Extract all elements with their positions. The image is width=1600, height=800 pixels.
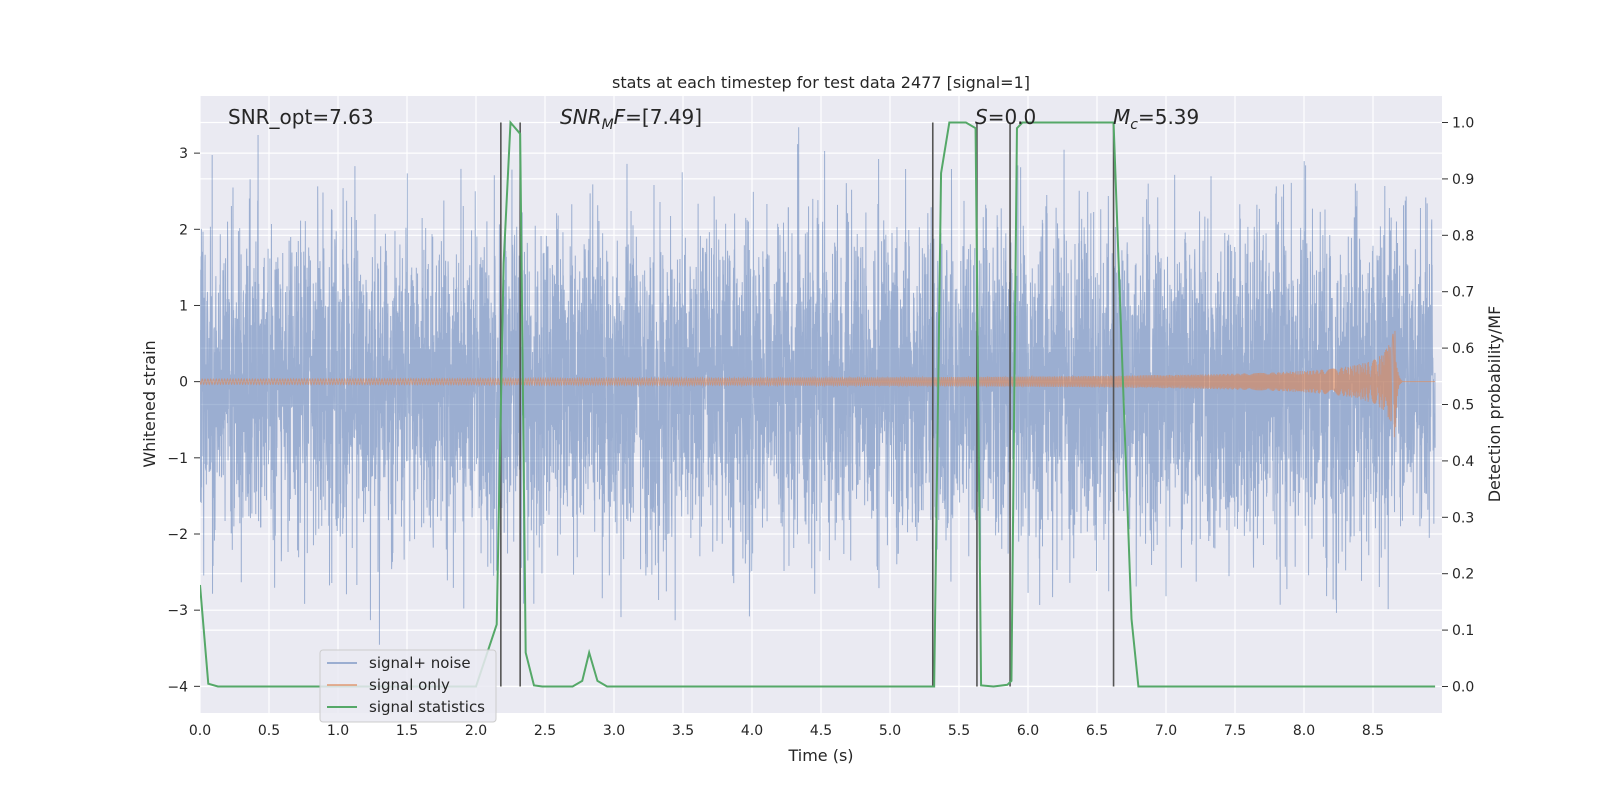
series-signal-only bbox=[200, 330, 1436, 438]
x-tick-label: 5.5 bbox=[948, 723, 970, 739]
series-signal-statistics bbox=[200, 119, 1436, 688]
annotation-snr-mf: SNRMF=[7.49] bbox=[560, 105, 702, 133]
y-axis-label-right: Detection probability/MF bbox=[1485, 306, 1504, 503]
signal-statistics-line bbox=[200, 119, 1436, 688]
y-ticks-right: 1.0 0.9 0.8 0.7 0.6 0.5 0.4 0.3 0.2 0.1 0.0 bbox=[1442, 116, 1474, 695]
chart-title: stats at each timestep for test data 247… bbox=[612, 73, 1030, 92]
legend-box bbox=[319, 649, 497, 723]
y-tick-label-right: 0.1 bbox=[1452, 623, 1474, 639]
annotation-s: S=0.0 bbox=[975, 105, 1036, 129]
annotation-mc: Mc=5.39 bbox=[1113, 105, 1199, 133]
x-tick-label: 1.0 bbox=[327, 723, 349, 739]
x-tick-label: 4.5 bbox=[810, 723, 832, 739]
y-tick-label-right: 0.5 bbox=[1452, 398, 1474, 414]
x-tick-label: 2.0 bbox=[465, 723, 487, 739]
x-tick-label: 6.5 bbox=[1086, 723, 1108, 739]
legend-label-signal-statistics: signal statistics bbox=[369, 698, 485, 716]
x-tick-label: 1.5 bbox=[396, 723, 418, 739]
legend-label-signal-noise: signal+ noise bbox=[369, 654, 471, 672]
annotation-snr-opt: SNR_opt=7.63 bbox=[228, 105, 374, 129]
y-tick-label-right: 0.0 bbox=[1452, 679, 1474, 695]
x-tick-label: 0.0 bbox=[189, 723, 211, 739]
legend: signal+ noise signal only signal statist… bbox=[319, 649, 497, 723]
y-tick-label-left: −2 bbox=[167, 527, 188, 543]
y-tick-label-right: 0.2 bbox=[1452, 567, 1474, 583]
x-tick-label: 0.5 bbox=[258, 723, 280, 739]
y-tick-label-left: 0 bbox=[179, 375, 188, 391]
x-tick-label: 3.0 bbox=[603, 723, 625, 739]
y-axis-label-left: Whitened strain bbox=[140, 340, 159, 467]
x-tick-label: 7.5 bbox=[1224, 723, 1246, 739]
signal-only-line bbox=[200, 330, 1436, 438]
x-tick-label: 5.0 bbox=[879, 723, 901, 739]
x-tick-label: 6.0 bbox=[1017, 723, 1039, 739]
y-tick-label-right: 0.6 bbox=[1452, 341, 1474, 357]
legend-label-signal-only: signal only bbox=[369, 676, 450, 694]
y-tick-label-right: 0.4 bbox=[1452, 454, 1474, 470]
y-tick-label-left: 1 bbox=[179, 298, 188, 314]
x-tick-label: 8.5 bbox=[1362, 723, 1384, 739]
y-tick-label-left: 2 bbox=[179, 222, 188, 238]
y-tick-label-right: 1.0 bbox=[1452, 116, 1474, 132]
x-ticks: 0.0 0.5 1.0 1.5 2.0 2.5 3.0 3.5 4.0 4.5 5.0 5.5 6.0 6… bbox=[189, 723, 1384, 739]
y-tick-label-right: 0.3 bbox=[1452, 510, 1474, 526]
x-tick-label: 3.5 bbox=[672, 723, 694, 739]
y-tick-label-right: 0.7 bbox=[1452, 285, 1474, 301]
y-tick-label-left: −3 bbox=[167, 603, 188, 619]
y-tick-label-left: −4 bbox=[167, 679, 188, 695]
y-tick-label-left: 3 bbox=[179, 146, 188, 162]
y-tick-label-left: −1 bbox=[167, 451, 188, 467]
x-tick-label: 2.5 bbox=[534, 723, 556, 739]
y-tick-label-right: 0.8 bbox=[1452, 228, 1474, 244]
x-tick-label: 7.0 bbox=[1155, 723, 1177, 739]
x-tick-label: 8.0 bbox=[1293, 723, 1315, 739]
x-axis-label: Time (s) bbox=[787, 746, 853, 765]
x-tick-label: 4.0 bbox=[741, 723, 763, 739]
y-tick-label-right: 0.9 bbox=[1452, 172, 1474, 188]
y-ticks-left: 3 2 1 0 −1 −2 −3 −4 bbox=[167, 146, 200, 695]
